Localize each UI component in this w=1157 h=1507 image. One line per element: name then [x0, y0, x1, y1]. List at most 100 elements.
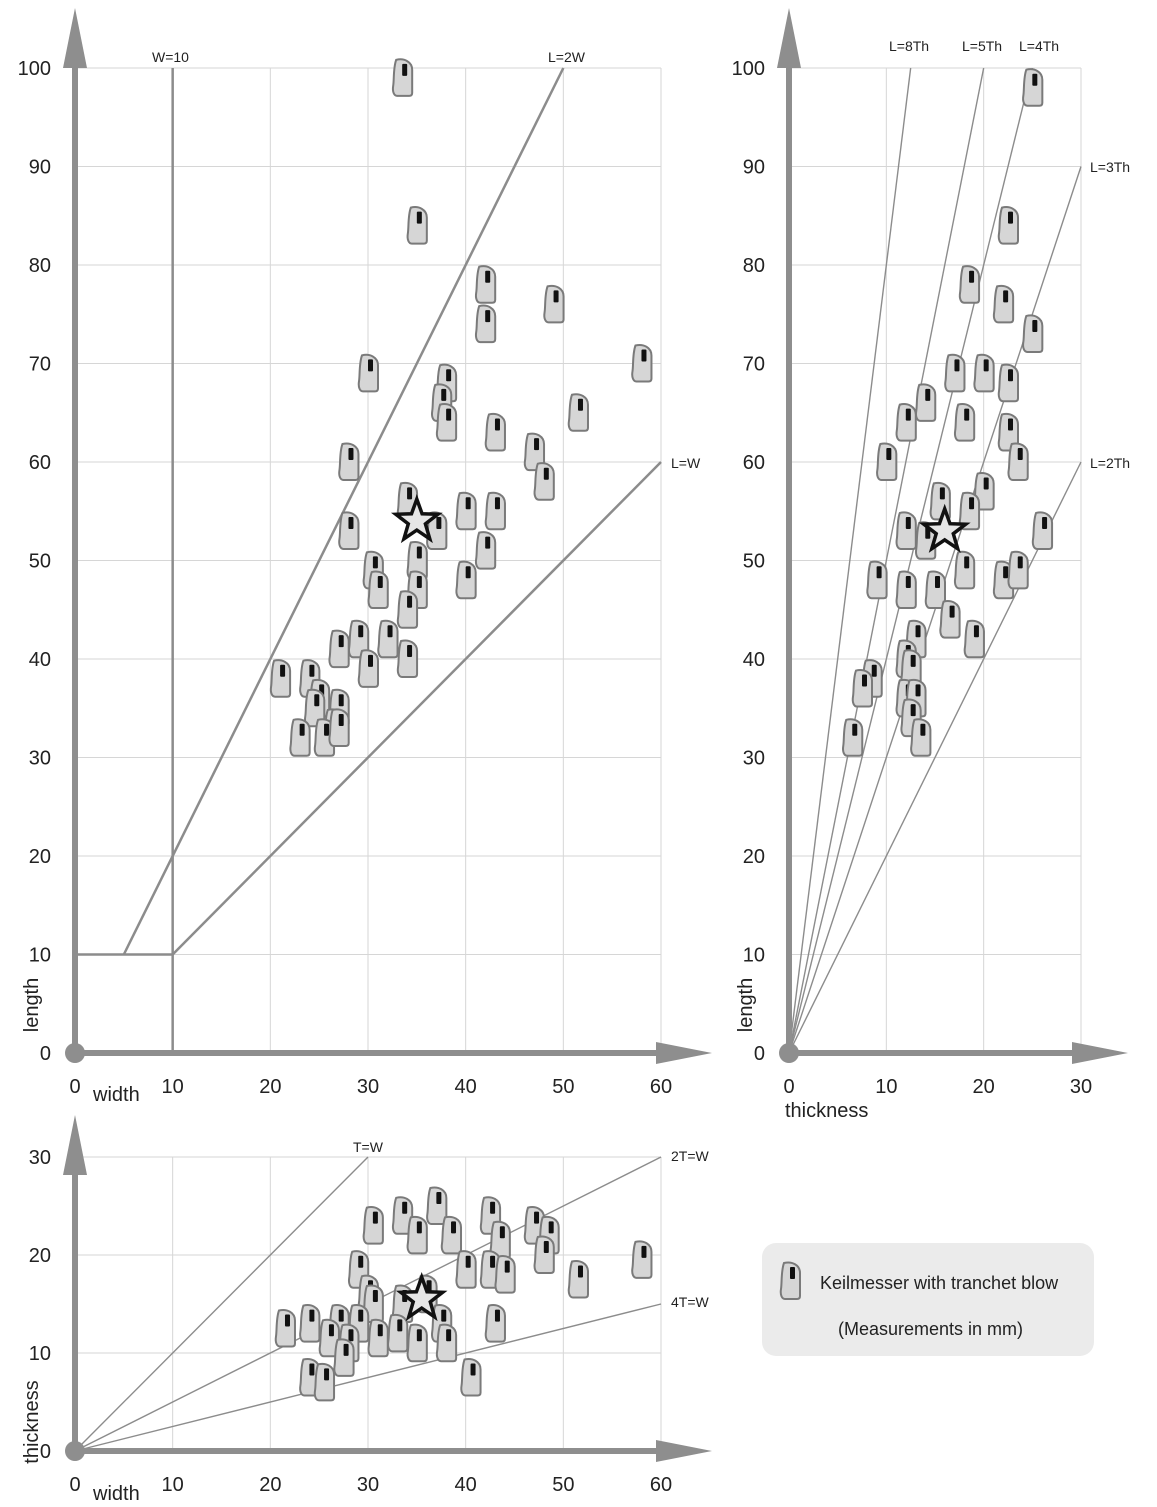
data-point-keilmesser-icon: [1022, 314, 1044, 353]
data-point-keilmesser-icon: [338, 442, 360, 481]
y-tick-label: 0: [754, 1043, 765, 1065]
y-tick-label: 10: [29, 945, 51, 967]
y-tick-label: 40: [743, 649, 765, 671]
data-point-keilmesser-icon: [895, 403, 917, 442]
reference-line: [171, 461, 662, 956]
data-point-keilmesser-icon: [997, 363, 1019, 403]
axis-origin: [779, 1043, 799, 1063]
data-point-keilmesser-icon: [269, 659, 292, 698]
x-tick-label: 0: [69, 1474, 80, 1496]
data-point-keilmesser-icon: [910, 718, 932, 757]
y-tick-label: 90: [743, 157, 765, 179]
y-tick-label: 100: [18, 58, 51, 80]
legend-note: (Measurements in mm): [838, 1319, 1024, 1339]
reference-line-label: 4T=W: [671, 1294, 710, 1310]
reference-line: [74, 1156, 369, 1452]
data-point-keilmesser-icon: [426, 1186, 448, 1225]
x-tick-label: 10: [162, 1076, 184, 1098]
data-point-keilmesser-icon: [953, 550, 976, 590]
reference-line: [788, 166, 1082, 1054]
data-point-keilmesser-icon: [1022, 68, 1044, 107]
y-tick-label: 90: [29, 157, 51, 179]
y-tick-label: 70: [29, 354, 51, 376]
data-point-keilmesser-icon: [484, 412, 506, 452]
data-point-keilmesser-icon: [362, 1206, 384, 1245]
data-point-keilmesser-icon: [328, 629, 350, 669]
data-point-keilmesser-icon: [494, 1255, 516, 1294]
reference-line: [788, 67, 1034, 1054]
reference-line-label: T=W: [353, 1139, 384, 1155]
data-point-keilmesser-icon: [631, 1240, 653, 1279]
data-point-keilmesser-icon: [484, 491, 506, 531]
y-tick-label: 20: [743, 846, 765, 868]
data-point-keilmesser-icon: [631, 344, 653, 383]
y-tick-label: 10: [29, 1343, 51, 1365]
y-axis-arrow: [63, 1115, 87, 1175]
data-point-keilmesser-icon: [842, 718, 864, 757]
data-point-keilmesser-icon: [958, 265, 981, 304]
data-point-keilmesser-icon: [455, 1250, 477, 1289]
x-axis-label: thickness: [785, 1100, 868, 1122]
data-point-keilmesser-icon: [391, 58, 414, 97]
reference-line: [788, 67, 985, 1054]
x-tick-label: 0: [783, 1076, 794, 1098]
data-point-keilmesser-icon: [338, 511, 360, 550]
data-point-keilmesser-icon: [289, 718, 311, 757]
x-tick-label: 30: [357, 1076, 379, 1098]
data-point-keilmesser-icon: [924, 570, 946, 610]
x-tick-label: 0: [69, 1076, 80, 1098]
data-point-keilmesser-icon: [895, 570, 917, 610]
data-point-keilmesser-icon: [953, 403, 976, 442]
data-point-keilmesser-icon: [367, 1318, 389, 1358]
reference-line-label: L=W: [671, 455, 701, 471]
data-point-keilmesser-icon: [313, 718, 336, 757]
y-axis-label: length: [735, 978, 757, 1033]
data-point-keilmesser-icon: [367, 570, 389, 610]
x-axis-label: width: [92, 1483, 140, 1505]
y-axis-label: length: [21, 978, 43, 1033]
data-point-keilmesser-icon: [997, 206, 1019, 245]
data-point-keilmesser-icon: [963, 619, 985, 659]
data-point-keilmesser-icon: [406, 1323, 428, 1363]
data-point-keilmesser-icon: [1007, 550, 1029, 590]
legend-box: Keilmesser with tranchet blow (Measureme…: [762, 1243, 1094, 1356]
x-tick-label: 20: [973, 1076, 995, 1098]
data-point-keilmesser-icon: [396, 639, 419, 678]
reference-line: [122, 67, 565, 956]
data-point-keilmesser-icon: [357, 353, 379, 393]
data-point-keilmesser-icon: [333, 1338, 355, 1377]
data-point-keilmesser-icon: [313, 1362, 336, 1402]
data-point-keilmesser-icon: [944, 353, 966, 393]
reference-line-label: L=2W: [548, 49, 586, 65]
data-point-keilmesser-icon: [328, 708, 350, 747]
y-tick-label: 50: [29, 551, 51, 573]
reference-line-label: L=4Th: [1019, 38, 1059, 54]
y-tick-label: 0: [40, 1441, 51, 1463]
data-point-keilmesser-icon: [460, 1358, 482, 1397]
data-point-keilmesser-icon: [851, 669, 873, 708]
data-point-keilmesser-icon: [484, 1304, 506, 1343]
reference-line: [788, 67, 912, 1054]
x-tick-label: 10: [162, 1474, 184, 1496]
y-tick-label: 40: [29, 649, 51, 671]
data-point-keilmesser-icon: [958, 491, 981, 531]
x-tick-label: 30: [357, 1474, 379, 1496]
y-axis-arrow: [777, 8, 801, 68]
highlight-star-icon: [390, 493, 443, 544]
highlight-star-icon: [395, 1271, 448, 1322]
data-point-keilmesser-icon: [1007, 442, 1029, 481]
reference-line-label: 2T=W: [671, 1148, 710, 1164]
data-point-keilmesser-icon: [435, 403, 458, 442]
y-tick-label: 80: [743, 255, 765, 277]
x-tick-label: 40: [455, 1076, 477, 1098]
data-point-keilmesser-icon: [533, 462, 555, 501]
data-point-keilmesser-icon: [567, 1260, 589, 1299]
data-point-keilmesser-icon: [973, 353, 995, 393]
x-tick-label: 30: [1070, 1076, 1092, 1098]
data-point-keilmesser-icon: [567, 393, 589, 432]
x-tick-label: 60: [650, 1076, 672, 1098]
data-point-keilmesser-icon: [915, 383, 937, 422]
data-point-keilmesser-icon: [377, 619, 399, 659]
y-tick-label: 20: [29, 1245, 51, 1267]
